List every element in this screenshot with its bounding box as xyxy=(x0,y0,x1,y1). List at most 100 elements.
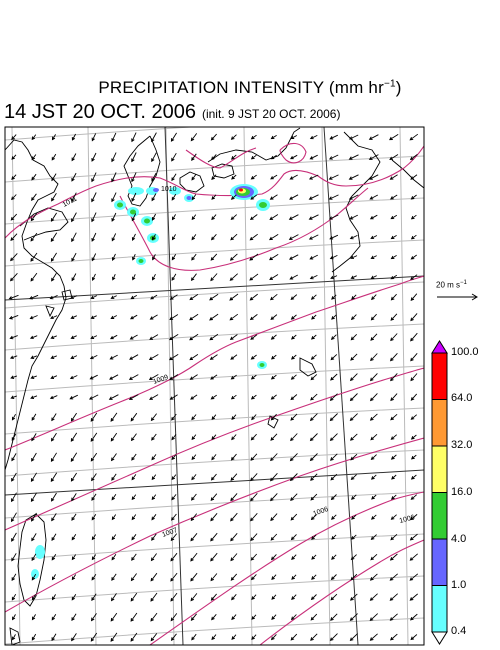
wind-arrow xyxy=(70,412,77,422)
wind-arrow xyxy=(8,294,19,300)
wind-arrow xyxy=(11,433,17,441)
wind-arrow xyxy=(351,294,357,300)
wind-arrow xyxy=(410,313,418,322)
title-text: PRECIPITATION INTENSITY (mm hr xyxy=(98,78,384,97)
wind-arrow xyxy=(91,192,97,203)
wind-arrow xyxy=(171,254,177,261)
wind-arrow xyxy=(309,154,318,160)
wind-arrow xyxy=(71,273,77,282)
wind-arrow xyxy=(368,154,379,160)
wind-arrow xyxy=(11,413,16,421)
wind-arrow xyxy=(129,334,138,340)
wind-arrow xyxy=(91,573,97,581)
wind-arrow xyxy=(410,414,417,420)
wind-arrow xyxy=(189,333,199,341)
wind-arrow xyxy=(171,152,177,162)
wind-arrow xyxy=(209,354,218,360)
wind-arrow xyxy=(111,212,117,222)
wind-arrow xyxy=(310,493,318,501)
wind-arrow xyxy=(250,553,258,561)
wind-arrow xyxy=(50,472,58,482)
wind-arrow xyxy=(369,633,378,641)
wind-arrow xyxy=(250,433,257,441)
wind-arrow xyxy=(249,273,259,281)
wind-arrow xyxy=(132,254,136,261)
wind-arrow xyxy=(330,473,338,481)
wind-arrow xyxy=(111,494,117,501)
wind-arrow xyxy=(191,434,197,441)
wind-arrow xyxy=(131,453,137,461)
wind-arrow xyxy=(211,414,217,421)
wind-arrow xyxy=(89,354,98,360)
wind-arrow xyxy=(91,253,97,262)
wind-arrow xyxy=(51,192,57,202)
wind-arrow xyxy=(131,213,137,222)
wind-arrow xyxy=(250,453,258,461)
wind-arrow xyxy=(111,253,116,261)
wind-arrow xyxy=(390,393,398,402)
wind-arrow xyxy=(151,172,157,182)
wind-arrow xyxy=(249,233,258,241)
wind-arrow xyxy=(189,313,199,321)
wind-arrow xyxy=(328,194,339,200)
wind-arrow xyxy=(390,274,398,280)
wind-arrow xyxy=(269,274,279,281)
wind-arrow xyxy=(410,293,418,302)
wind-arrow xyxy=(409,533,418,541)
wind-arrow xyxy=(349,373,358,382)
wind-arrow xyxy=(171,434,177,441)
wind-arrow xyxy=(210,493,218,502)
wind-arrow xyxy=(390,333,398,342)
wind-arrow xyxy=(290,614,297,621)
graticule-line xyxy=(5,197,424,225)
colorbar-label: 4.0 xyxy=(451,533,467,545)
wind-arrow xyxy=(270,374,277,380)
wind-arrow xyxy=(151,533,157,541)
wind-arrow xyxy=(368,134,379,140)
wind-arrow xyxy=(169,394,178,400)
wind-arrow xyxy=(230,453,237,461)
isobar-1007 xyxy=(5,437,424,613)
wind-arrow xyxy=(151,474,157,481)
wind-arrow xyxy=(130,433,137,442)
wind-arrow xyxy=(290,413,298,421)
wind-arrow xyxy=(71,574,77,581)
wind-arrow xyxy=(189,294,199,301)
wind-arrow xyxy=(389,194,398,200)
wind-arrow xyxy=(370,553,378,561)
wind-arrow xyxy=(310,473,318,481)
wind-arrow xyxy=(230,512,238,522)
wind-arrow xyxy=(11,593,17,601)
wind-arrow xyxy=(350,554,357,561)
wind-arrow xyxy=(110,612,118,622)
wind-arrow xyxy=(191,253,197,261)
precip-cell xyxy=(239,188,243,192)
wind-arrow xyxy=(269,194,278,200)
wind-arrow xyxy=(129,314,138,320)
wind-arrow xyxy=(410,332,418,342)
wind-arrow xyxy=(249,293,258,301)
wind-arrow xyxy=(229,293,239,301)
wind-arrow xyxy=(70,452,78,463)
wind-arrow xyxy=(10,233,18,242)
wind-arrow xyxy=(230,194,237,200)
wind-arrow xyxy=(169,374,179,381)
wind-arrow xyxy=(289,194,299,200)
wind-arrow xyxy=(12,614,16,621)
wind-arrow xyxy=(350,333,358,341)
wind-arrow xyxy=(371,294,377,301)
colorbar-label: 100.0 xyxy=(451,346,479,358)
wind-arrow xyxy=(91,554,97,561)
wind-arrow xyxy=(151,433,157,441)
wind-arrow xyxy=(50,452,57,462)
wind-arrow xyxy=(90,452,98,462)
wind-arrow xyxy=(410,474,417,480)
wind-arrow xyxy=(410,634,418,641)
wind-arrow xyxy=(251,594,257,601)
wind-arrow xyxy=(229,313,239,321)
wind-arrow xyxy=(350,275,357,279)
wind-arrow xyxy=(30,272,38,282)
wind-arrow xyxy=(250,154,257,160)
wind-reference-arrow xyxy=(437,293,478,301)
wind-arrow xyxy=(230,134,237,140)
